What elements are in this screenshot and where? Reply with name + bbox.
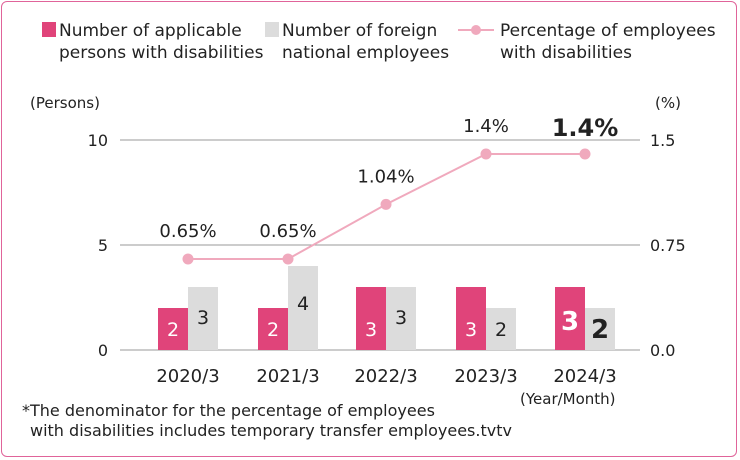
bar-value-disabilities: 2	[167, 319, 179, 341]
left-tick-label: 10	[88, 131, 108, 150]
bar-value-foreign: 3	[197, 307, 209, 329]
right-axis-unit: (%)	[655, 94, 681, 112]
bar-value-foreign: 2	[495, 319, 507, 341]
bar-value-disabilities: 3	[561, 307, 579, 337]
bar-foreign	[386, 287, 416, 350]
legend-swatch-foreign	[265, 22, 279, 37]
bar-value-disabilities: 3	[465, 319, 477, 341]
percentage-point	[579, 148, 591, 160]
percentage-label: 1.4%	[552, 114, 619, 142]
legend-marker-percentage	[471, 25, 481, 35]
x-category-label: 2020/3	[156, 366, 219, 387]
bar-value-disabilities: 2	[267, 319, 279, 341]
bar-foreign	[188, 287, 218, 350]
footnote-line-1: *The denominator for the percentage of e…	[22, 401, 435, 420]
percentage-point	[380, 198, 392, 210]
bar-value-foreign: 3	[395, 307, 407, 329]
bar-value-disabilities: 3	[365, 319, 377, 341]
x-category-label: 2024/3	[553, 366, 616, 387]
percentage-point	[282, 253, 294, 265]
bar-disabilities	[258, 308, 288, 350]
percentage-label: 0.65%	[159, 221, 216, 242]
percentage-label: 0.65%	[259, 221, 316, 242]
percentage-label: 1.4%	[463, 116, 509, 137]
bar-foreign	[486, 308, 516, 350]
bar-value-foreign: 4	[297, 293, 309, 315]
bar-foreign	[288, 266, 318, 350]
legend: Number of applicable persons with disabi…	[42, 21, 716, 63]
legend-label-percentage-1: Percentage of employees	[500, 21, 716, 41]
percentage-line: 0.65% 0.65% 1.04% 1.4% 1.4%	[159, 114, 618, 265]
bar-value-foreign: 2	[591, 315, 609, 345]
legend-label-percentage-2: with disabilities	[500, 43, 632, 63]
legend-label-disabilities-1: Number of applicable	[59, 21, 242, 41]
bar-disabilities	[158, 308, 188, 350]
x-category-label: 2023/3	[454, 366, 517, 387]
axis-ticks: 0 0.0 5 0.75 10 1.5	[88, 131, 686, 360]
percentage-label: 1.04%	[357, 166, 414, 187]
bar-disabilities	[555, 287, 585, 350]
bar-disabilities	[356, 287, 386, 350]
legend-label-foreign-1: Number of foreign	[282, 21, 437, 41]
right-tick-label: 1.5	[650, 131, 675, 150]
x-axis-unit: (Year/Month)	[520, 390, 616, 408]
left-tick-label: 0	[98, 341, 108, 360]
percentage-point	[480, 148, 492, 160]
bar-disabilities	[456, 287, 486, 350]
percentage-point	[182, 253, 194, 265]
bar-foreign	[585, 308, 615, 350]
right-tick-label: 0.0	[650, 341, 675, 360]
left-tick-label: 5	[98, 236, 108, 255]
x-category-label: 2022/3	[354, 366, 417, 387]
legend-label-disabilities-2: persons with disabilities	[59, 43, 264, 63]
right-tick-label: 0.75	[650, 236, 686, 255]
footnote-line-2: with disabilities includes temporary tra…	[30, 421, 512, 440]
legend-label-foreign-2: national employees	[282, 43, 449, 63]
legend-swatch-disabilities	[42, 22, 56, 37]
x-category-label: 2021/3	[256, 366, 319, 387]
left-axis-unit: (Persons)	[30, 94, 100, 112]
x-axis-categories: 2020/3 2021/3 2022/3 2023/3 2024/3	[156, 366, 616, 387]
